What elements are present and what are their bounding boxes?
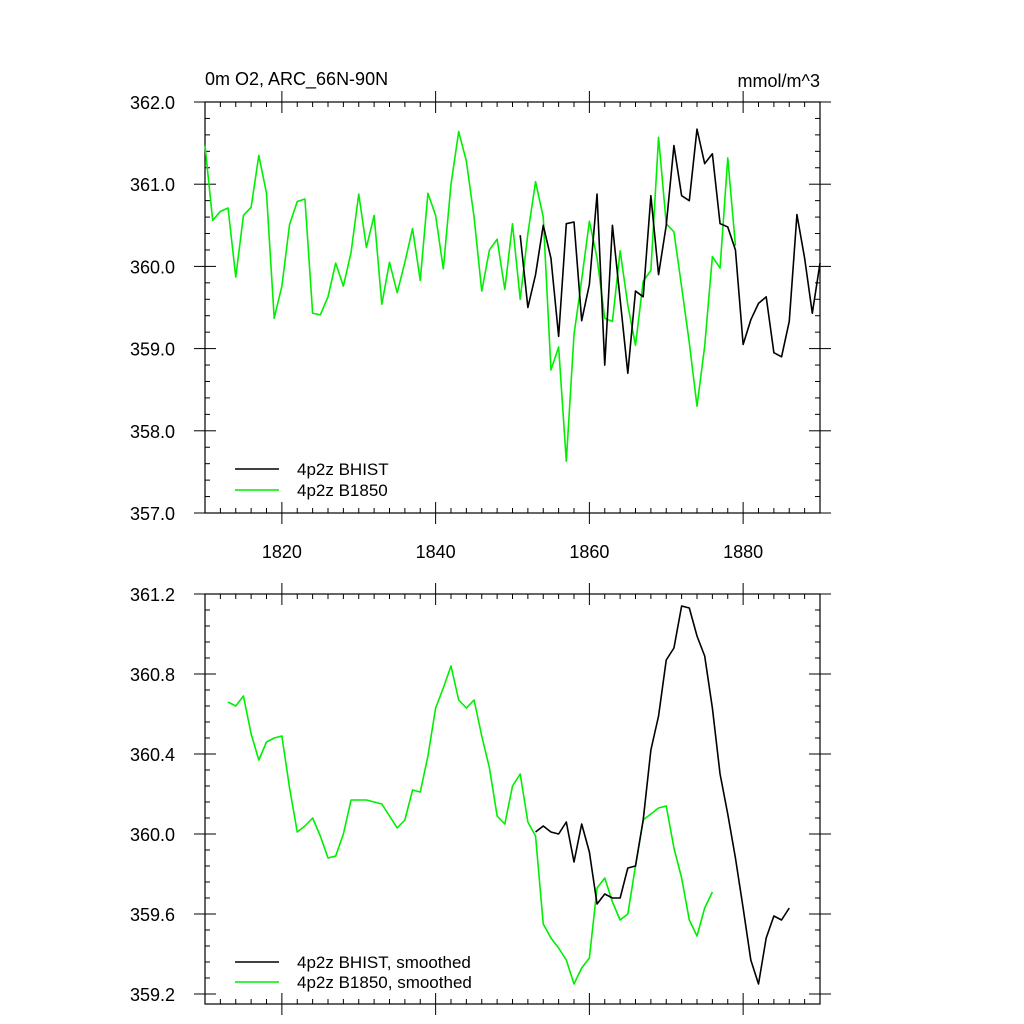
top-panel-units: mmol/m^3 <box>738 71 820 91</box>
x-tick-label: 1820 <box>262 542 302 562</box>
y-tick-label: 360.4 <box>130 745 175 765</box>
x-tick-label: 1880 <box>723 542 763 562</box>
y-tick-label: 357.0 <box>130 504 175 524</box>
y-tick-label: 358.0 <box>130 422 175 442</box>
y-tick-label: 360.0 <box>130 257 175 277</box>
legend-label: 4p2z BHIST <box>297 460 389 479</box>
legend-label: 4p2z BHIST, smoothed <box>297 953 471 972</box>
legend-label: 4p2z B1850 <box>297 481 388 500</box>
x-tick-label: 1840 <box>416 542 456 562</box>
top-panel-title: 0m O2, ARC_66N-90N <box>205 69 388 90</box>
series-line-4p2z-bhist-smoothed <box>535 605 790 985</box>
y-tick-label: 361.0 <box>130 175 175 195</box>
series-line-4p2z-b1850 <box>204 130 737 463</box>
y-tick-label: 360.0 <box>130 825 175 845</box>
y-tick-label: 359.0 <box>130 340 175 360</box>
legend-label: 4p2z B1850, smoothed <box>297 973 472 992</box>
bottom-panel-plot-frame <box>204 593 821 1005</box>
y-tick-label: 359.6 <box>130 905 175 925</box>
y-tick-label: 361.2 <box>130 585 175 605</box>
x-tick-label: 1860 <box>569 542 609 562</box>
bottom-panel: 359.2 359.6 360.0 360.4 360.8 361.2 4p2z BHIST… <box>130 583 831 1015</box>
y-tick-label: 362.0 <box>130 93 175 113</box>
y-tick-label: 359.2 <box>130 985 175 1005</box>
top-panel: 0m O2, ARC_66N-90N mmol/m^3 1820 1840 1860… <box>130 69 831 562</box>
series-line-4p2z-bhist <box>519 128 821 375</box>
y-tick-label: 360.8 <box>130 665 175 685</box>
series-line-4p2z-b1850-smoothed <box>227 665 714 985</box>
